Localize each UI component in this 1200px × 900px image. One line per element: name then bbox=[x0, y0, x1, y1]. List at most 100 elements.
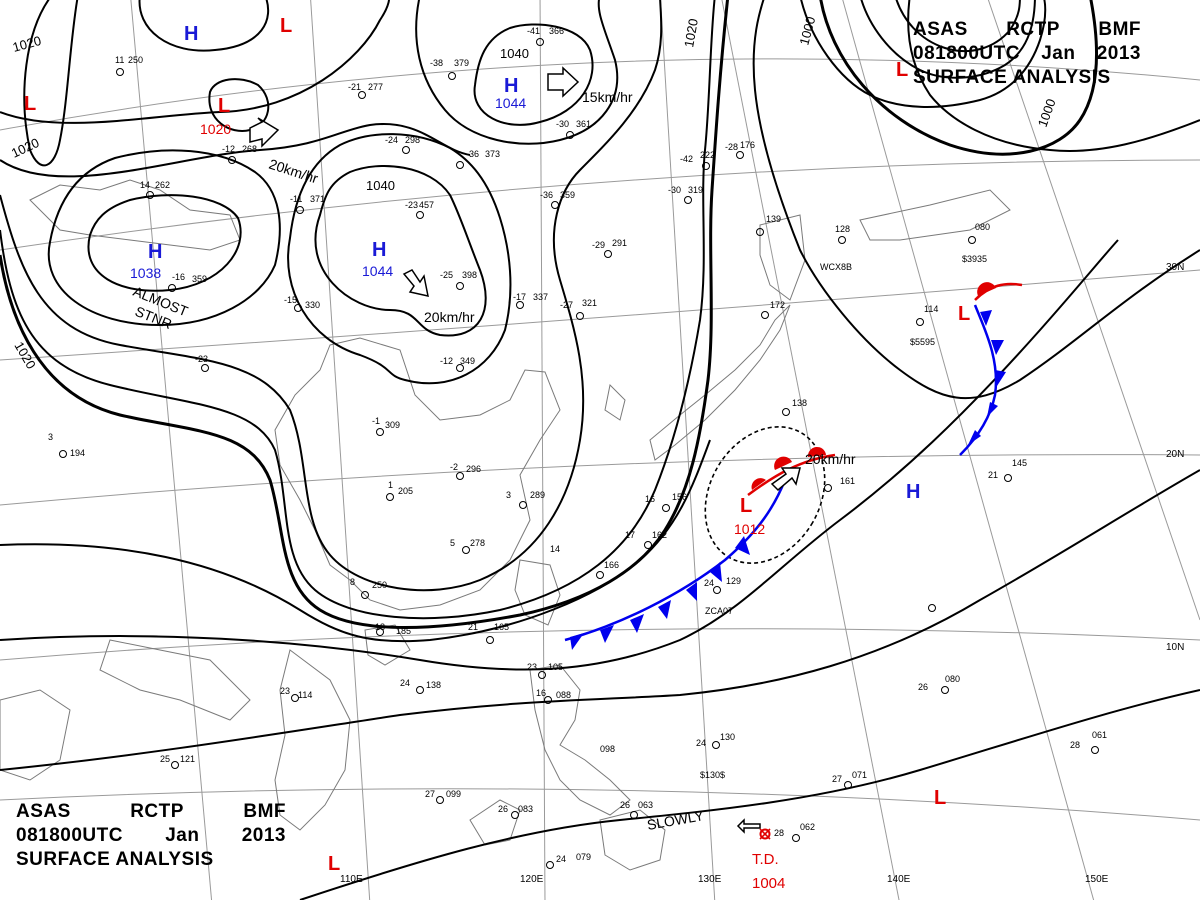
station-marker bbox=[684, 196, 692, 204]
valid-time: 081800UTC bbox=[16, 825, 123, 846]
station-marker bbox=[604, 250, 612, 258]
station-temp: 080 bbox=[975, 222, 990, 232]
station-pressure: 130 bbox=[720, 732, 735, 742]
station-temp: 18 bbox=[375, 622, 385, 632]
station-markers bbox=[59, 38, 1099, 869]
warm-front-east bbox=[974, 282, 1023, 301]
station-marker bbox=[294, 304, 302, 312]
high-value: 1044 bbox=[495, 95, 526, 111]
station-pressure: 359 bbox=[560, 190, 575, 200]
title-line-1: ASAS RCTP BMF bbox=[16, 800, 286, 824]
station-temp: 3 bbox=[506, 490, 511, 500]
station-marker bbox=[782, 408, 790, 416]
station-marker bbox=[402, 146, 410, 154]
station-marker bbox=[630, 811, 638, 819]
station-pressure: 379 bbox=[454, 58, 469, 68]
coastline bbox=[29, 179, 241, 251]
station-temp: -1 bbox=[372, 416, 380, 426]
latitude-label: 30N bbox=[1166, 262, 1184, 273]
station-temp: -21 bbox=[348, 82, 361, 92]
station-temp: 24 bbox=[704, 578, 714, 588]
high-symbol: H bbox=[504, 75, 518, 97]
isobar-label: 1040 bbox=[366, 178, 395, 193]
station-temp: 16 bbox=[536, 688, 546, 698]
station-marker bbox=[713, 586, 721, 594]
title-line-2: 081800UTC Jan 2013 bbox=[913, 42, 1141, 66]
station-pressure: 337 bbox=[533, 292, 548, 302]
td-value: 1004 bbox=[752, 875, 785, 892]
coastline bbox=[469, 799, 521, 846]
station-pressure: 071 bbox=[852, 770, 867, 780]
station-temp: 114 bbox=[924, 304, 938, 314]
latitude-label: 20N bbox=[1166, 449, 1184, 460]
station-marker bbox=[838, 236, 846, 244]
ship-callsign: WCX8B bbox=[820, 262, 852, 272]
motion-speed-label: 15km/hr bbox=[582, 89, 633, 105]
station-marker bbox=[538, 671, 546, 679]
station-pressure: 194 bbox=[70, 448, 85, 458]
motion-arrow-icon bbox=[770, 467, 801, 492]
warm-front-line bbox=[974, 282, 1023, 301]
station-marker bbox=[228, 156, 236, 164]
station-temp: 28 bbox=[1070, 740, 1080, 750]
station-marker bbox=[519, 501, 527, 509]
station-marker bbox=[448, 72, 456, 80]
station-temp: -12 bbox=[222, 144, 235, 154]
isobar bbox=[287, 133, 512, 385]
td-label: T.D. bbox=[752, 851, 779, 868]
isobar bbox=[473, 23, 594, 126]
low-symbol: L bbox=[280, 15, 292, 37]
station-temp: -28 bbox=[725, 142, 738, 152]
isobar bbox=[87, 194, 242, 292]
station-marker bbox=[1091, 746, 1099, 754]
station-pressure: 138 bbox=[426, 680, 441, 690]
station-pressure: 296 bbox=[466, 464, 481, 474]
station-temp: 26 bbox=[620, 800, 630, 810]
title-block-top: ASAS RCTP BMF 081800UTC Jan 2013 SURFACE… bbox=[913, 18, 1141, 90]
latitude-line bbox=[0, 788, 1200, 821]
longitude-line bbox=[310, 0, 371, 900]
low-symbol: L bbox=[24, 93, 36, 115]
station-pressure: 079 bbox=[576, 852, 591, 862]
station-marker bbox=[171, 761, 179, 769]
station-temp: 28 bbox=[774, 828, 784, 838]
station-temp: -15 bbox=[284, 295, 297, 305]
cold-front-south bbox=[564, 479, 787, 650]
coastline bbox=[859, 189, 1011, 241]
station-pressure: 366 bbox=[549, 26, 564, 36]
cold-front-triangle bbox=[987, 402, 998, 417]
station-pressure: 129 bbox=[726, 576, 741, 586]
station-temp: 5 bbox=[450, 538, 455, 548]
station-temp: -36 bbox=[466, 149, 479, 159]
station-pressure: 250 bbox=[128, 55, 143, 65]
isobar bbox=[23, 0, 79, 167]
station-pressure: 156 bbox=[672, 492, 687, 502]
station-marker bbox=[712, 741, 720, 749]
station-pressure: 165 bbox=[494, 622, 509, 632]
station-temp: 23 bbox=[280, 686, 290, 696]
station-temp: -41 bbox=[527, 26, 540, 36]
warm-front-semicircle bbox=[774, 456, 792, 470]
station-temp: 138 bbox=[792, 398, 807, 408]
isobar-label: 1020 bbox=[9, 135, 42, 161]
station-temp: 14 bbox=[550, 544, 560, 554]
longitude-line bbox=[987, 0, 1200, 621]
isobar bbox=[0, 239, 1119, 671]
title-block-bottom: ASAS RCTP BMF 081800UTC Jan 2013 SURFACE… bbox=[16, 800, 286, 872]
station-marker bbox=[376, 428, 384, 436]
station-marker bbox=[551, 201, 559, 209]
high-value: 1038 bbox=[130, 265, 161, 281]
station-pressure: 289 bbox=[530, 490, 545, 500]
station-temp: 25 bbox=[160, 754, 170, 764]
station-temp: 172 bbox=[770, 300, 785, 310]
coastlines bbox=[0, 179, 1011, 871]
low-symbol: L bbox=[958, 303, 970, 325]
tropical-depression-icon bbox=[759, 828, 771, 840]
isobar bbox=[314, 165, 487, 337]
station-pressure: 176 bbox=[740, 140, 755, 150]
station-pressure: 145 bbox=[1012, 458, 1027, 468]
isobar bbox=[819, 0, 1099, 156]
station-pressure: 277 bbox=[368, 82, 383, 92]
station-pressure: 166 bbox=[604, 560, 619, 570]
